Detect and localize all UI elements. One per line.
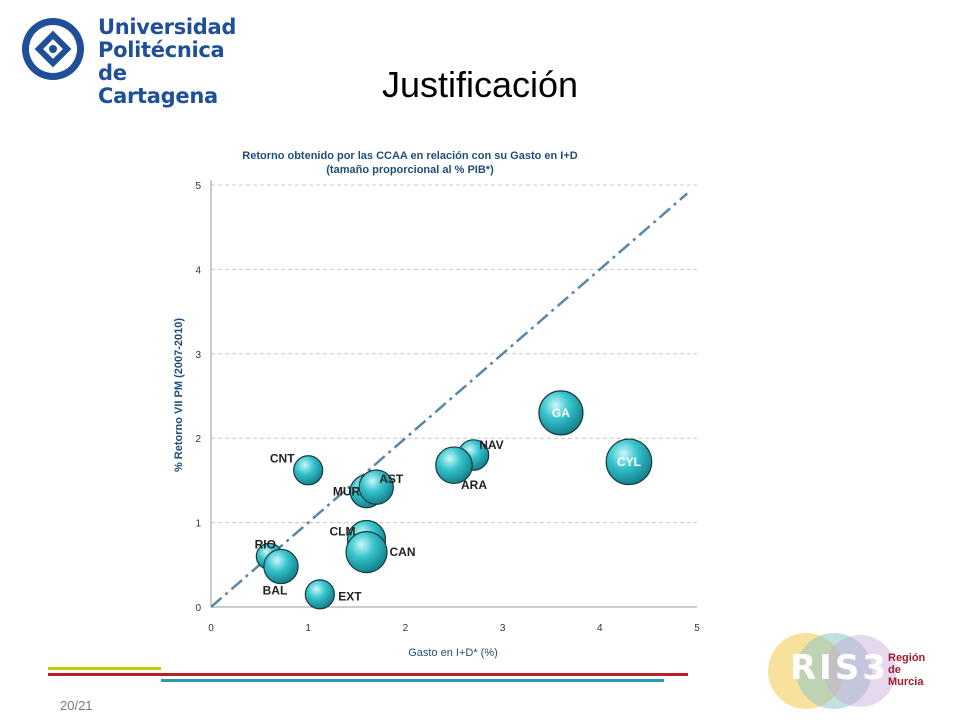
- region-line-2: de: [888, 664, 901, 676]
- ris3-logo-text: RIS3: [790, 648, 889, 688]
- bubble-label-ast: AST: [379, 472, 404, 486]
- x-tick-label-4: 4: [597, 623, 603, 634]
- bubble-can: [345, 531, 388, 574]
- y-tick-label-0: 0: [195, 603, 201, 614]
- bubble-ara: [435, 446, 473, 485]
- logo-line-1: Universidad: [98, 15, 237, 39]
- bubble-cnt: [293, 455, 324, 486]
- bubble-label-cyl: CYL: [617, 455, 641, 469]
- y-tick-label-2: 2: [195, 434, 201, 445]
- bubble-label-clm: CLM: [330, 524, 356, 538]
- x-axis-label: Gasto en I+D* (%): [408, 647, 498, 659]
- region-de-murcia-label: Región de Murcia: [888, 652, 958, 688]
- logo-line-2: Politécnica: [98, 38, 225, 62]
- y-tick-label-4: 4: [195, 265, 201, 276]
- bubble-label-ara: ARA: [461, 478, 487, 492]
- bubble-ast: [358, 469, 394, 505]
- bubble-label-cnt: CNT: [270, 451, 295, 465]
- bubble-label-bal: BAL: [263, 583, 288, 597]
- footer-decorative-bars: [48, 664, 688, 688]
- x-tick-label-5: 5: [694, 623, 700, 634]
- y-tick-label-1: 1: [195, 519, 201, 530]
- region-line-3: Murcia: [888, 676, 924, 688]
- y-tick-label-5: 5: [195, 181, 201, 192]
- bubble-ext: [304, 579, 335, 610]
- footer-bar-red: [48, 673, 688, 676]
- logo-line-3: de Cartagena: [98, 61, 218, 108]
- university-emblem-icon: [22, 18, 84, 80]
- chart-svg: Retorno obtenido por las CCAA en relació…: [173, 150, 700, 659]
- chart-title-line-2: (tamaño proporcional al % PIB*): [326, 164, 494, 176]
- slide-title: Justificación: [381, 64, 579, 105]
- university-logo: Universidad Politécnica de Cartagena: [14, 10, 236, 108]
- x-tick-label-1: 1: [305, 623, 311, 634]
- ris3-logo-icon: [768, 633, 896, 709]
- bubble-label-can: CAN: [390, 545, 416, 559]
- y-tick-label-3: 3: [195, 350, 201, 361]
- bubble-label-mur: MUR: [333, 484, 361, 498]
- y-axis-label: % Retorno VII PM (2007-2010): [173, 318, 185, 472]
- bubble-ga: [538, 390, 584, 436]
- page-number: 20/21: [60, 698, 93, 713]
- footer-bar-teal: [161, 679, 664, 682]
- bubble-chart: Retorno obtenido por las CCAA en relació…: [160, 140, 720, 670]
- bubble-cyl: [605, 438, 653, 486]
- reference-diagonal-line: [210, 192, 689, 608]
- region-line-1: Región: [888, 652, 926, 664]
- bubble-label-ext: EXT: [338, 589, 362, 603]
- x-tick-label-0: 0: [208, 623, 214, 634]
- x-tick-label-2: 2: [403, 623, 409, 634]
- bubble-label-nav: NAV: [479, 438, 503, 452]
- bubble-label-rio: RIO: [255, 537, 276, 551]
- chart-title-line-1: Retorno obtenido por las CCAA en relació…: [242, 150, 577, 162]
- bubble-bal: [263, 548, 299, 585]
- x-tick-label-3: 3: [500, 623, 506, 634]
- bubble-label-ga: GA: [552, 406, 570, 420]
- footer-bar-yellow: [48, 667, 161, 670]
